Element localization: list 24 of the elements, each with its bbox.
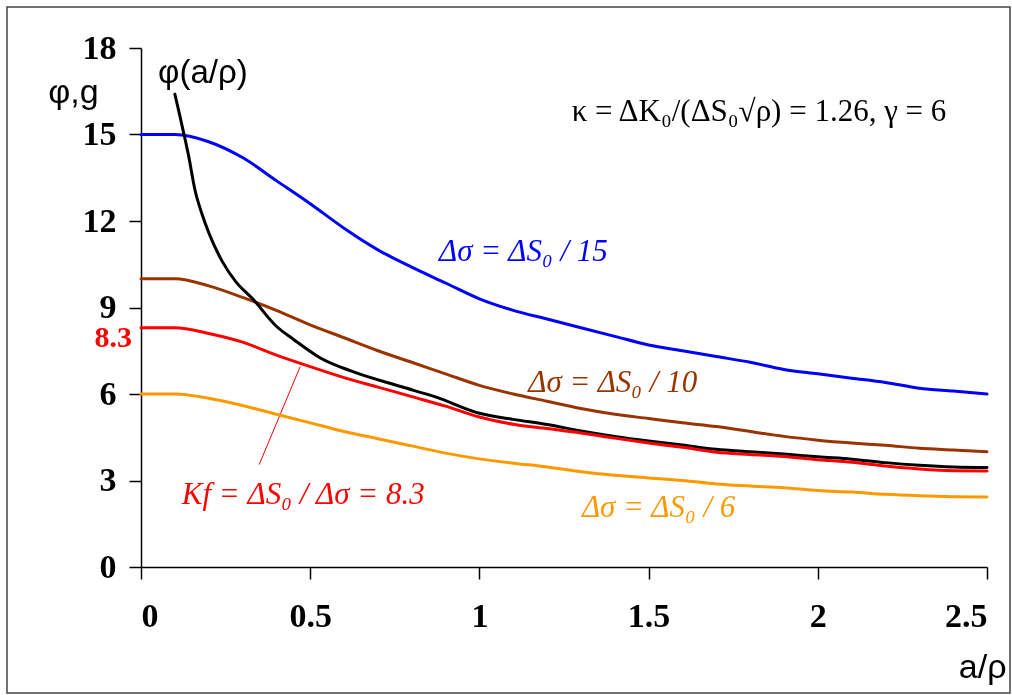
x-axis-title: a/ρ <box>958 646 1007 685</box>
y-tick-label: 12 <box>82 201 117 239</box>
x-tick-label: 1.5 <box>627 596 671 634</box>
series-label: Δσ = ΔS₀ / 6 <box>579 488 736 524</box>
y-tick-label: 18 <box>82 28 117 66</box>
annotation: κ = ΔK₀/(ΔS₀√ρ) = 1.26, γ = 6 <box>571 93 947 128</box>
y-tick-label: 6 <box>99 374 117 412</box>
x-tick-label: 0 <box>141 596 159 634</box>
y-tick-label: 15 <box>82 115 117 152</box>
x-tick-label: 2 <box>809 596 827 634</box>
line-series <box>139 277 989 454</box>
y-axis-title: φ,g <box>48 71 99 110</box>
text: Kf = ΔS₀ / Δσ = 8.3 <box>180 475 425 511</box>
line-series <box>139 133 989 396</box>
series-label: φ(a/ρ) <box>158 53 248 91</box>
x-tick-label: 2.5 <box>945 596 988 634</box>
x-tick-label: 1 <box>471 596 489 634</box>
series-label: Δσ = ΔS₀ / 10 <box>526 364 698 400</box>
line-series <box>139 326 989 473</box>
line-series <box>173 92 989 470</box>
y-tick-label: 0 <box>99 547 117 585</box>
series-label: Δσ = ΔS₀ / 15 <box>436 232 608 268</box>
y-tick-label: 3 <box>99 461 117 498</box>
x-tick-label: 0.5 <box>289 596 332 634</box>
